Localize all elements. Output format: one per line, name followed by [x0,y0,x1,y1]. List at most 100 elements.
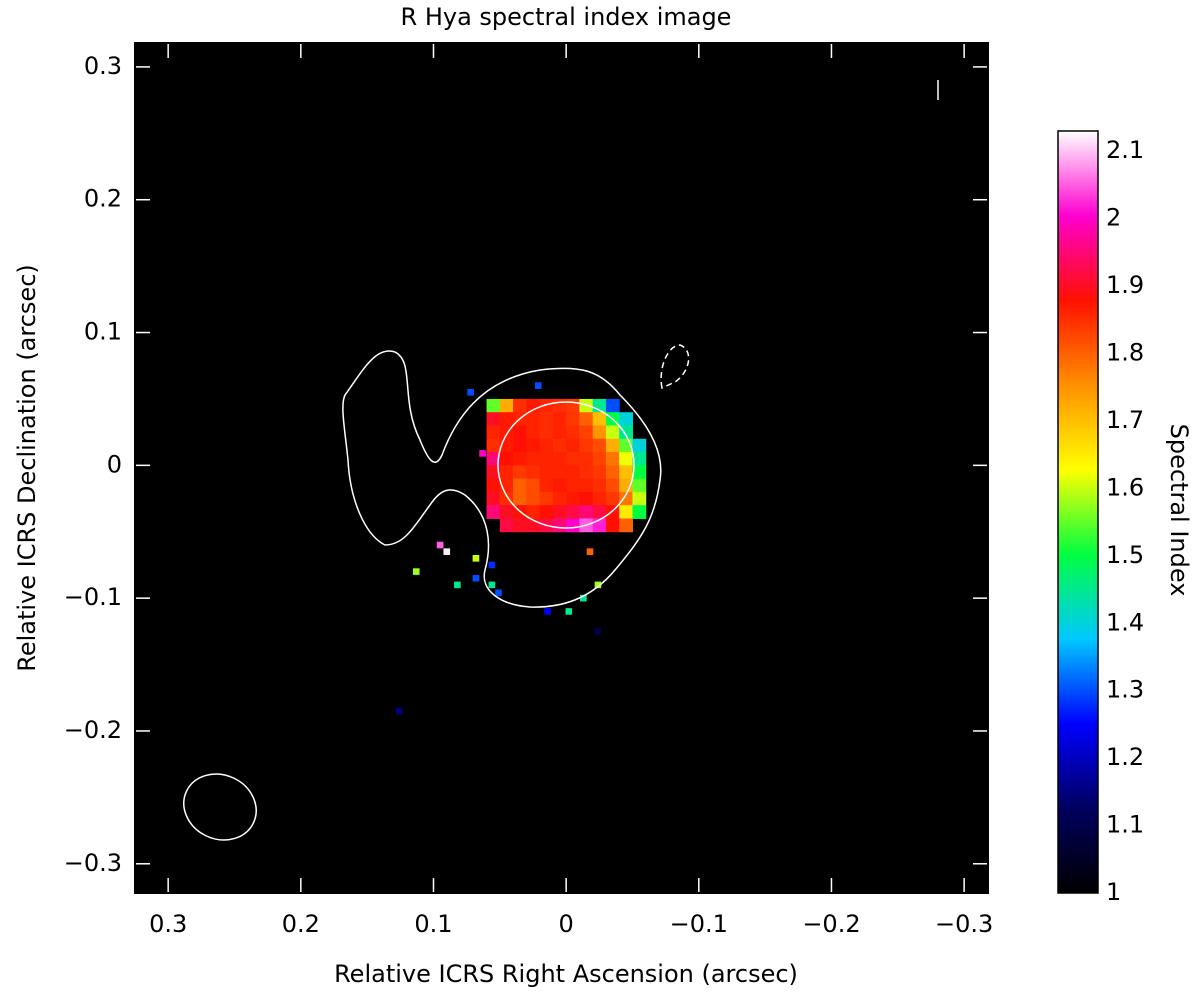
pixel [605,465,620,480]
pixel [526,491,541,506]
pixel [580,594,587,602]
pixel [579,425,594,440]
pixel [579,491,594,506]
pixel [592,491,607,506]
pixel [539,438,554,453]
colorbar-tick-label: 1.3 [1106,676,1144,704]
pixel [605,438,620,453]
pixel [579,465,594,480]
pixel [539,412,554,426]
pixel [513,518,527,533]
pixel [499,398,514,413]
pixel [513,398,527,413]
pixel [534,382,542,389]
colorbar [1057,130,1099,894]
pixel [513,478,527,493]
pixel [592,478,607,493]
pixel [499,412,514,426]
contour [497,401,635,529]
y-axis-label: Relative ICRS Declination (arcsec) [13,264,41,672]
pixel [486,505,501,519]
pixel [592,398,607,413]
pixel [539,452,554,466]
pixel [605,505,620,519]
pixel [499,465,514,480]
pixel [544,608,551,615]
pixel [443,548,451,555]
pixel [539,491,554,506]
colorbar-tick-label: 1.8 [1106,339,1144,367]
pixel [594,628,602,635]
pixel [566,412,580,426]
pixel [539,425,554,440]
pixel [619,491,633,506]
pixel [592,465,607,480]
pixel [566,465,580,480]
pixel [566,438,580,453]
pixel [486,412,501,426]
x-tick-label: 0.1 [414,910,452,938]
colorbar-tick-label: 2.1 [1106,136,1144,164]
pixel [605,425,620,440]
pixel [467,388,474,396]
pixel [486,478,501,493]
y-tick-label: 0.2 [84,185,122,213]
pixel [594,581,602,589]
pixel [579,452,594,466]
x-axis-label: Relative ICRS Right Ascension (arcsec) [334,960,798,988]
pixel [619,412,633,426]
pixel [592,425,607,440]
pixel [539,478,554,493]
colorbar-tick-label: 2 [1106,204,1121,232]
pixel [499,518,514,533]
pixel [566,491,580,506]
colorbar-tick-label: 1.5 [1106,541,1144,569]
pixel [526,505,541,519]
pixel [619,452,633,466]
pixel [486,438,501,453]
colorbar-tick-label: 1.1 [1106,811,1144,839]
pixel [486,452,501,466]
y-tick-label: 0 [107,450,122,478]
pixel [513,491,527,506]
x-tick-label: 0.3 [149,910,187,938]
y-tick-label: −0.3 [64,849,122,877]
colorbar-tick-label: 1 [1106,878,1121,906]
pixel [552,518,567,533]
pixel [566,478,580,493]
pixel [499,438,514,453]
pixel [592,438,607,453]
pixel [513,465,527,480]
pixel [632,505,647,519]
pixel [632,452,647,466]
pixel [566,452,580,466]
x-tick-label: 0 [559,910,574,938]
pixel [513,425,527,440]
x-tick-label: −0.3 [935,910,993,938]
chart-title: R Hya spectral index image [401,3,732,31]
colorbar-tick-label: 1.9 [1106,271,1144,299]
colorbar-tick-label: 1.2 [1106,743,1144,771]
pixel [592,412,607,426]
pixel [632,438,647,453]
pixel [395,707,403,715]
pixel [552,425,567,440]
colorbar-label: Spectral Index [1165,424,1193,597]
pixel [566,425,580,440]
pixel [552,491,567,506]
pixel [539,398,554,413]
pixel [552,478,567,493]
pixel [605,398,620,413]
plot-frame [134,42,989,894]
y-tick-label: −0.2 [64,716,122,744]
pixel [632,491,647,506]
colorbar-tick-label: 1.6 [1106,473,1144,501]
x-tick-label: −0.2 [802,910,860,938]
pixel [472,574,480,582]
pixel [586,548,594,555]
y-tick-label: −0.1 [64,583,122,611]
pixel [454,581,461,589]
pixel [472,554,480,562]
pixel [552,452,567,466]
pixel [592,505,607,519]
